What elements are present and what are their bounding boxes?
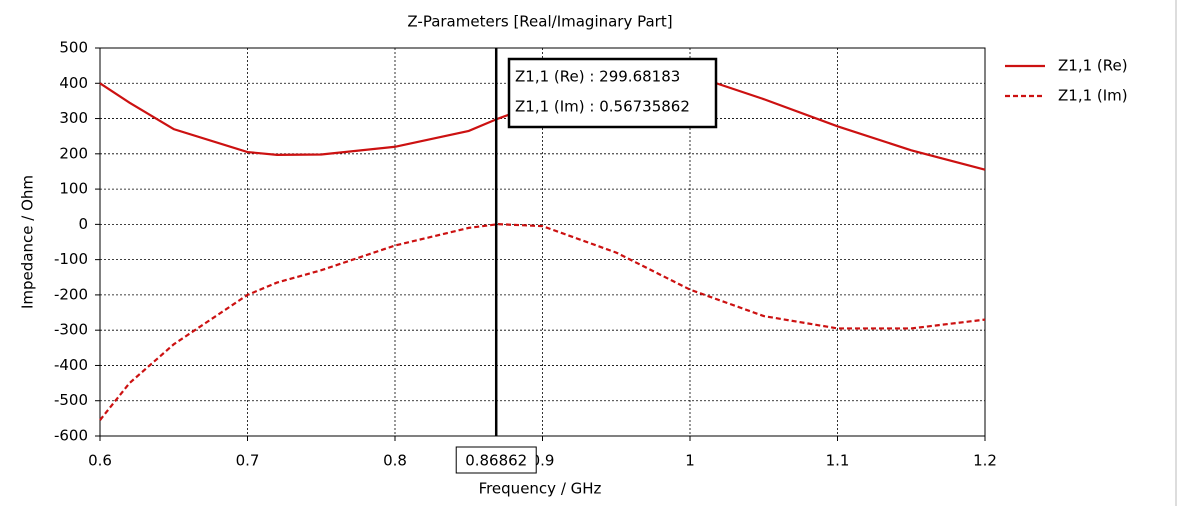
y-tick-label: -500 <box>54 391 88 409</box>
y-tick-label: 300 <box>59 109 88 127</box>
legend-label: Z1,1 (Im) <box>1058 87 1128 105</box>
y-tick-label: -300 <box>54 321 88 339</box>
x-axis-label: Frequency / GHz <box>479 480 602 498</box>
y-tick-label: 200 <box>59 144 88 162</box>
cursor-label: 0.86862 <box>465 452 527 470</box>
series-line <box>99 223 986 421</box>
x-tick-label: 1 <box>685 452 695 470</box>
y-tick-label: -200 <box>54 285 88 303</box>
series-line <box>99 73 986 171</box>
chart-title: Z-Parameters [Real/Imaginary Part] <box>407 13 672 31</box>
y-tick-label: 0 <box>78 215 88 233</box>
x-tick-label: 1.1 <box>826 452 850 470</box>
y-tick-label: 100 <box>59 180 88 198</box>
annotation: Z1,1 (Im) : 0.56735862 <box>515 98 690 116</box>
y-tick-label: -600 <box>54 427 88 445</box>
x-tick-label: 0.7 <box>236 452 260 470</box>
x-tick-label: 0.8 <box>383 452 407 470</box>
cursor-label-box <box>455 446 537 474</box>
legend-label: Z1,1 (Re) <box>1058 57 1128 75</box>
y-tick-label: 400 <box>59 74 88 92</box>
x-tick-label: 1.2 <box>973 452 997 470</box>
plot-frame <box>99 47 986 437</box>
y-axis-label: Impedance / Ohm <box>19 175 37 309</box>
annotation-box <box>507 57 718 129</box>
annotation: Z1,1 (Re) : 299.68183 <box>515 68 680 86</box>
y-tick-label: 500 <box>59 39 88 57</box>
y-tick-label: -400 <box>54 356 88 374</box>
y-tick-label: -100 <box>54 250 88 268</box>
x-tick-label: 0.6 <box>88 452 112 470</box>
